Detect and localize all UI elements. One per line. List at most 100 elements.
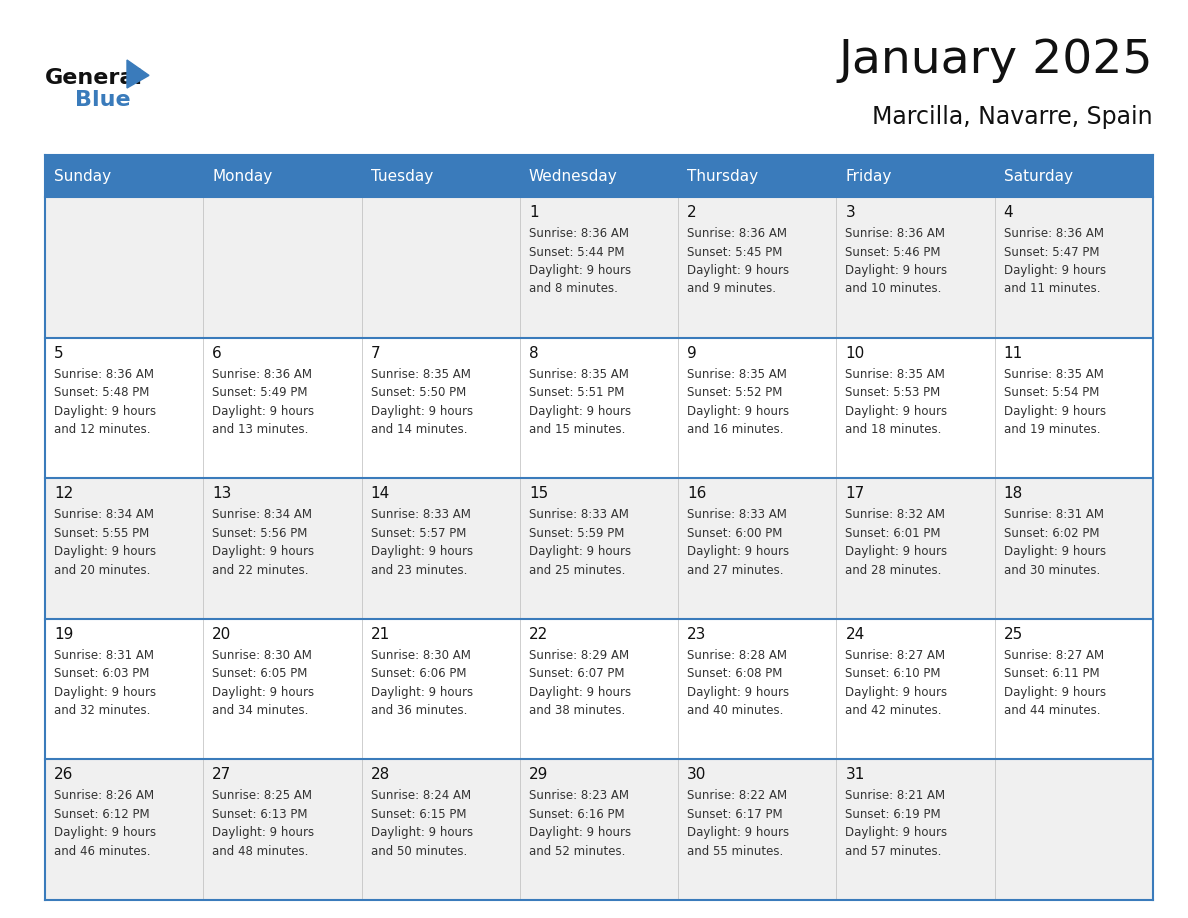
Text: Sunrise: 8:30 AM
Sunset: 6:06 PM
Daylight: 9 hours
and 36 minutes.: Sunrise: 8:30 AM Sunset: 6:06 PM Dayligh… (371, 649, 473, 717)
Text: 13: 13 (213, 487, 232, 501)
Text: Sunrise: 8:36 AM
Sunset: 5:47 PM
Daylight: 9 hours
and 11 minutes.: Sunrise: 8:36 AM Sunset: 5:47 PM Dayligh… (1004, 227, 1106, 296)
Text: 26: 26 (53, 767, 74, 782)
Text: Sunrise: 8:33 AM
Sunset: 6:00 PM
Daylight: 9 hours
and 27 minutes.: Sunrise: 8:33 AM Sunset: 6:00 PM Dayligh… (687, 509, 789, 577)
Bar (836, 155, 994, 197)
Bar (520, 759, 678, 900)
Bar (361, 338, 520, 478)
Text: 1: 1 (529, 205, 538, 220)
Text: 12: 12 (53, 487, 74, 501)
Bar (45, 197, 203, 338)
Text: Sunrise: 8:35 AM
Sunset: 5:53 PM
Daylight: 9 hours
and 18 minutes.: Sunrise: 8:35 AM Sunset: 5:53 PM Dayligh… (846, 367, 948, 436)
Bar (520, 155, 678, 197)
Text: 9: 9 (687, 345, 697, 361)
Bar (45, 155, 203, 197)
Bar (678, 155, 836, 197)
Text: Wednesday: Wednesday (529, 169, 618, 184)
Bar (361, 759, 520, 900)
Text: Sunrise: 8:36 AM
Sunset: 5:49 PM
Daylight: 9 hours
and 13 minutes.: Sunrise: 8:36 AM Sunset: 5:49 PM Dayligh… (213, 367, 315, 436)
Bar (520, 619, 678, 759)
Bar (994, 759, 1154, 900)
Text: Sunrise: 8:24 AM
Sunset: 6:15 PM
Daylight: 9 hours
and 50 minutes.: Sunrise: 8:24 AM Sunset: 6:15 PM Dayligh… (371, 789, 473, 858)
Text: Sunrise: 8:30 AM
Sunset: 6:05 PM
Daylight: 9 hours
and 34 minutes.: Sunrise: 8:30 AM Sunset: 6:05 PM Dayligh… (213, 649, 315, 717)
Bar (361, 155, 520, 197)
Bar (361, 197, 520, 338)
Bar (45, 759, 203, 900)
Text: Sunrise: 8:33 AM
Sunset: 5:57 PM
Daylight: 9 hours
and 23 minutes.: Sunrise: 8:33 AM Sunset: 5:57 PM Dayligh… (371, 509, 473, 577)
Text: Friday: Friday (846, 169, 892, 184)
Text: 16: 16 (687, 487, 707, 501)
Bar (203, 338, 361, 478)
Text: Monday: Monday (213, 169, 272, 184)
Text: Sunrise: 8:36 AM
Sunset: 5:46 PM
Daylight: 9 hours
and 10 minutes.: Sunrise: 8:36 AM Sunset: 5:46 PM Dayligh… (846, 227, 948, 296)
Text: 23: 23 (687, 627, 707, 642)
Text: Sunrise: 8:25 AM
Sunset: 6:13 PM
Daylight: 9 hours
and 48 minutes.: Sunrise: 8:25 AM Sunset: 6:13 PM Dayligh… (213, 789, 315, 858)
Bar (836, 759, 994, 900)
Text: Sunrise: 8:35 AM
Sunset: 5:51 PM
Daylight: 9 hours
and 15 minutes.: Sunrise: 8:35 AM Sunset: 5:51 PM Dayligh… (529, 367, 631, 436)
Text: Sunrise: 8:33 AM
Sunset: 5:59 PM
Daylight: 9 hours
and 25 minutes.: Sunrise: 8:33 AM Sunset: 5:59 PM Dayligh… (529, 509, 631, 577)
Text: 8: 8 (529, 345, 538, 361)
Bar (45, 619, 203, 759)
Bar (203, 197, 361, 338)
Bar (836, 338, 994, 478)
Bar (678, 759, 836, 900)
Bar (994, 619, 1154, 759)
Text: Sunrise: 8:27 AM
Sunset: 6:10 PM
Daylight: 9 hours
and 42 minutes.: Sunrise: 8:27 AM Sunset: 6:10 PM Dayligh… (846, 649, 948, 717)
Text: Marcilla, Navarre, Spain: Marcilla, Navarre, Spain (872, 105, 1154, 129)
Text: Sunrise: 8:34 AM
Sunset: 5:55 PM
Daylight: 9 hours
and 20 minutes.: Sunrise: 8:34 AM Sunset: 5:55 PM Dayligh… (53, 509, 156, 577)
Text: Blue: Blue (75, 90, 131, 110)
Text: 25: 25 (1004, 627, 1023, 642)
Text: 17: 17 (846, 487, 865, 501)
Text: Sunrise: 8:29 AM
Sunset: 6:07 PM
Daylight: 9 hours
and 38 minutes.: Sunrise: 8:29 AM Sunset: 6:07 PM Dayligh… (529, 649, 631, 717)
Bar (836, 197, 994, 338)
Bar (520, 197, 678, 338)
Text: Sunrise: 8:35 AM
Sunset: 5:50 PM
Daylight: 9 hours
and 14 minutes.: Sunrise: 8:35 AM Sunset: 5:50 PM Dayligh… (371, 367, 473, 436)
Text: Sunrise: 8:22 AM
Sunset: 6:17 PM
Daylight: 9 hours
and 55 minutes.: Sunrise: 8:22 AM Sunset: 6:17 PM Dayligh… (687, 789, 789, 858)
Text: Sunrise: 8:23 AM
Sunset: 6:16 PM
Daylight: 9 hours
and 52 minutes.: Sunrise: 8:23 AM Sunset: 6:16 PM Dayligh… (529, 789, 631, 858)
Text: 7: 7 (371, 345, 380, 361)
Text: 5: 5 (53, 345, 64, 361)
Text: Sunrise: 8:26 AM
Sunset: 6:12 PM
Daylight: 9 hours
and 46 minutes.: Sunrise: 8:26 AM Sunset: 6:12 PM Dayligh… (53, 789, 156, 858)
Text: 4: 4 (1004, 205, 1013, 220)
Bar (520, 338, 678, 478)
Text: 20: 20 (213, 627, 232, 642)
Text: 18: 18 (1004, 487, 1023, 501)
Text: 3: 3 (846, 205, 855, 220)
Bar (836, 478, 994, 619)
Bar (678, 478, 836, 619)
Text: 22: 22 (529, 627, 548, 642)
Bar (994, 197, 1154, 338)
Text: Sunrise: 8:36 AM
Sunset: 5:48 PM
Daylight: 9 hours
and 12 minutes.: Sunrise: 8:36 AM Sunset: 5:48 PM Dayligh… (53, 367, 156, 436)
Text: 11: 11 (1004, 345, 1023, 361)
Text: January 2025: January 2025 (839, 38, 1154, 83)
Text: 19: 19 (53, 627, 74, 642)
Text: Sunrise: 8:36 AM
Sunset: 5:45 PM
Daylight: 9 hours
and 9 minutes.: Sunrise: 8:36 AM Sunset: 5:45 PM Dayligh… (687, 227, 789, 296)
Bar (45, 478, 203, 619)
Bar (203, 478, 361, 619)
Text: 10: 10 (846, 345, 865, 361)
Text: 21: 21 (371, 627, 390, 642)
Text: General: General (45, 68, 143, 88)
Text: 24: 24 (846, 627, 865, 642)
Bar (994, 338, 1154, 478)
Bar (678, 197, 836, 338)
Text: Sunrise: 8:34 AM
Sunset: 5:56 PM
Daylight: 9 hours
and 22 minutes.: Sunrise: 8:34 AM Sunset: 5:56 PM Dayligh… (213, 509, 315, 577)
Bar (678, 619, 836, 759)
Text: Sunrise: 8:31 AM
Sunset: 6:03 PM
Daylight: 9 hours
and 32 minutes.: Sunrise: 8:31 AM Sunset: 6:03 PM Dayligh… (53, 649, 156, 717)
Text: Tuesday: Tuesday (371, 169, 432, 184)
Polygon shape (127, 60, 148, 88)
Text: 29: 29 (529, 767, 548, 782)
Text: 15: 15 (529, 487, 548, 501)
Text: Sunrise: 8:35 AM
Sunset: 5:52 PM
Daylight: 9 hours
and 16 minutes.: Sunrise: 8:35 AM Sunset: 5:52 PM Dayligh… (687, 367, 789, 436)
Bar (361, 619, 520, 759)
Bar (994, 155, 1154, 197)
Text: Sunrise: 8:27 AM
Sunset: 6:11 PM
Daylight: 9 hours
and 44 minutes.: Sunrise: 8:27 AM Sunset: 6:11 PM Dayligh… (1004, 649, 1106, 717)
Bar (361, 478, 520, 619)
Bar (520, 478, 678, 619)
Text: Sunrise: 8:32 AM
Sunset: 6:01 PM
Daylight: 9 hours
and 28 minutes.: Sunrise: 8:32 AM Sunset: 6:01 PM Dayligh… (846, 509, 948, 577)
Text: 28: 28 (371, 767, 390, 782)
Bar (203, 619, 361, 759)
Text: Sunrise: 8:35 AM
Sunset: 5:54 PM
Daylight: 9 hours
and 19 minutes.: Sunrise: 8:35 AM Sunset: 5:54 PM Dayligh… (1004, 367, 1106, 436)
Text: Sunrise: 8:21 AM
Sunset: 6:19 PM
Daylight: 9 hours
and 57 minutes.: Sunrise: 8:21 AM Sunset: 6:19 PM Dayligh… (846, 789, 948, 858)
Bar (203, 759, 361, 900)
Text: Thursday: Thursday (687, 169, 758, 184)
